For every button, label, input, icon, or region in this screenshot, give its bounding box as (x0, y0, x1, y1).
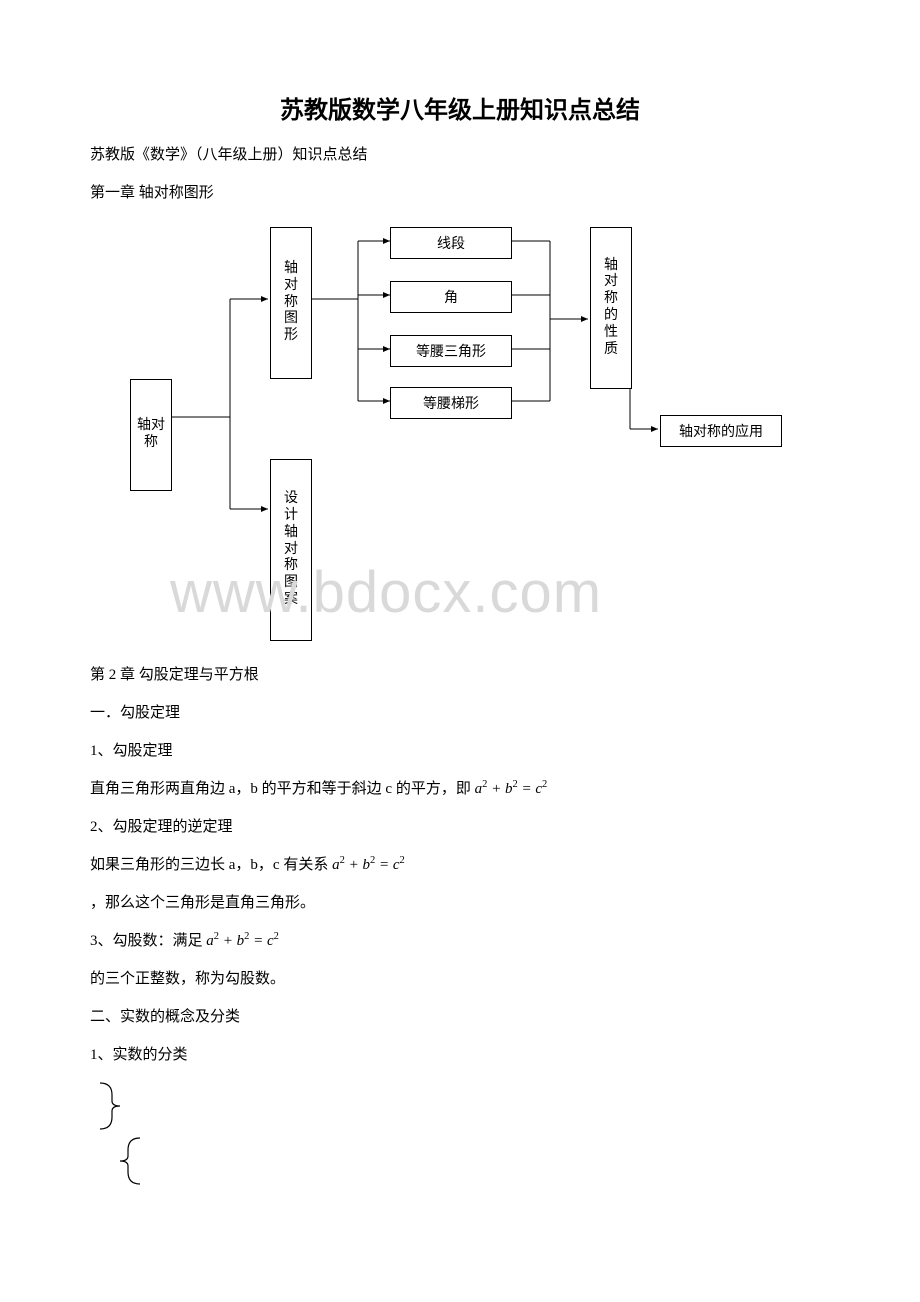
node-app: 轴对称的应用 (660, 415, 782, 447)
formula-2: a2 + b2 = c2 (328, 857, 404, 873)
formula-1: a2 + b2 = c2 (471, 781, 547, 797)
section-1: 一．勾股定理 (90, 701, 830, 725)
node-mid2: 设计轴对称图案 (270, 459, 312, 641)
chapter1-heading: 第一章 轴对称图形 (90, 181, 830, 205)
section-1-1: 1、勾股定理 (90, 739, 830, 763)
section-1-1-text: 直角三角形两直角边 a，b 的平方和等于斜边 c 的平方，即 a2 + b2 =… (90, 777, 830, 801)
flowchart-diagram: 轴对称 轴对称图形 设计轴对称图案 线段 角 等腰三角形 等腰梯形 轴对称的性质… (90, 219, 830, 659)
subtitle: 苏教版《数学》（八年级上册）知识点总结 (90, 143, 830, 167)
node-leaf4: 等腰梯形 (390, 387, 512, 419)
section-2-1: 1、实数的分类 (90, 1043, 830, 1067)
section-1-3: 3、勾股数：满足 a2 + b2 = c2 (90, 929, 830, 953)
section-1-2-text2: ，那么这个三角形是直角三角形。 (90, 891, 830, 915)
section-1-2-text: 如果三角形的三边长 a，b，c 有关系 a2 + b2 = c2 (90, 853, 830, 877)
page-title: 苏教版数学八年级上册知识点总结 (90, 90, 830, 125)
node-root: 轴对称 (130, 379, 172, 491)
node-prop: 轴对称的性质 (590, 227, 632, 389)
section-1-2: 2、勾股定理的逆定理 (90, 815, 830, 839)
formula-3: a2 + b2 = c2 (203, 933, 279, 949)
brace-right (90, 1081, 150, 1131)
node-mid1: 轴对称图形 (270, 227, 312, 379)
chapter2-heading: 第 2 章 勾股定理与平方根 (90, 663, 830, 687)
node-leaf1: 线段 (390, 227, 512, 259)
section-1-3-text2: 的三个正整数，称为勾股数。 (90, 967, 830, 991)
section-2: 二、实数的概念及分类 (90, 1005, 830, 1029)
watermark-text: www.bdocx.com (170, 559, 602, 626)
node-leaf3: 等腰三角形 (390, 335, 512, 367)
node-leaf2: 角 (390, 281, 512, 313)
brace-left (90, 1136, 150, 1186)
